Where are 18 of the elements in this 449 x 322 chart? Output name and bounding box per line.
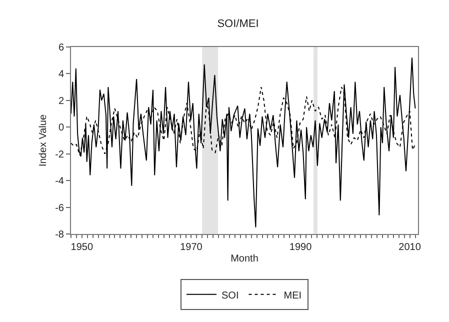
x-axis-title: Month (230, 254, 258, 264)
legend-label: SOI (222, 290, 239, 302)
x-tick-label: 1990 (289, 242, 312, 253)
chart-title: SOI/MEI (217, 18, 259, 30)
y-tick-label: 6 (58, 42, 64, 54)
y-tick-label: -4 (55, 176, 64, 188)
x-tick-label: 2010 (398, 242, 422, 253)
line-series (71, 57, 416, 228)
y-tick-label: 0 (58, 122, 64, 134)
y-axis-title: Index Value (38, 114, 50, 167)
y-tick-label: -2 (55, 149, 64, 160)
y-tick-label: -6 (55, 202, 64, 214)
legend-label: MEI (284, 290, 302, 302)
y-tick-label: 4 (58, 69, 64, 80)
x-tick-label: 1970 (180, 242, 203, 253)
x-tick-label: 1950 (70, 242, 94, 253)
y-tick-label: 2 (58, 96, 64, 107)
y-tick-label: -8 (55, 230, 64, 240)
